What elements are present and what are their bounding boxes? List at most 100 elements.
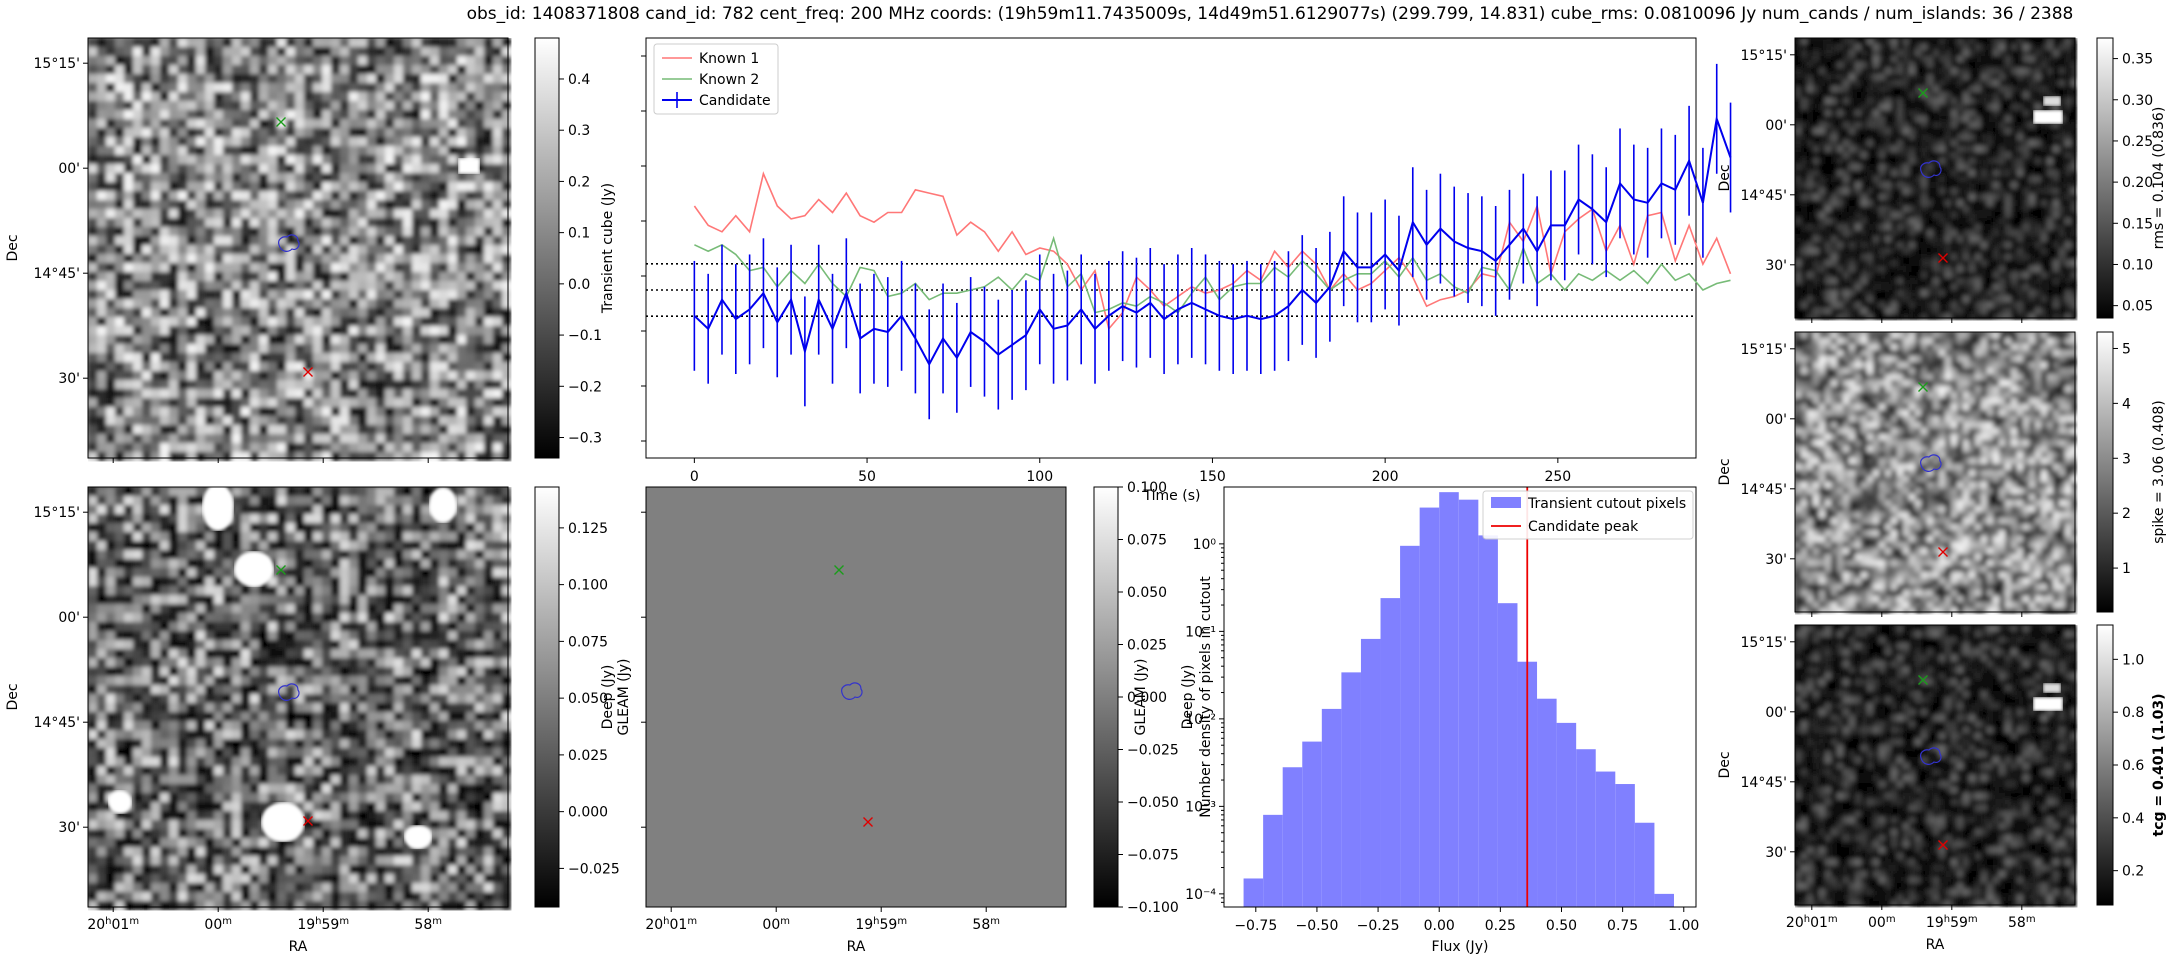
image-pixel: [1915, 284, 1922, 291]
image-pixel: [322, 119, 332, 129]
image-pixel: [340, 110, 350, 120]
image-pixel: [1825, 134, 1832, 141]
image-pixel: [313, 92, 323, 102]
image-pixel: [448, 92, 458, 102]
image-pixel: [358, 227, 368, 237]
image-pixel: [277, 416, 287, 426]
image-pixel: [1801, 44, 1808, 51]
image-pixel: [178, 65, 188, 75]
image-pixel: [2071, 290, 2078, 297]
image-pixel: [502, 137, 512, 147]
image-pixel: [1945, 68, 1952, 75]
image-pixel: [250, 443, 260, 453]
image-pixel: [1801, 530, 1808, 537]
image-pixel: [313, 200, 323, 210]
image-pixel: [2053, 86, 2060, 93]
image-pixel: [268, 119, 278, 129]
image-pixel: [2071, 314, 2078, 321]
image-pixel: [2071, 206, 2078, 213]
image-pixel: [1867, 218, 1874, 225]
image-pixel: [1891, 254, 1898, 261]
legend-label: Known 1: [699, 51, 759, 67]
image-pixel: [412, 389, 422, 399]
image-pixel: [358, 416, 368, 426]
image-pixel: [1807, 416, 1814, 423]
image-pixel: [412, 317, 422, 327]
image-pixel: [2041, 152, 2048, 159]
image-pixel: [1831, 302, 1838, 309]
image-pixel: [2059, 182, 2066, 189]
image-pixel: [1963, 164, 1970, 171]
image-pixel: [403, 263, 413, 273]
image-pixel: [403, 182, 413, 192]
image-pixel: [88, 353, 98, 363]
image-pixel: [178, 362, 188, 372]
image-pixel: [295, 173, 305, 183]
image-pixel: [142, 92, 152, 102]
image-pixel: [295, 398, 305, 408]
image-pixel: [2029, 134, 2036, 141]
image-pixel: [214, 245, 224, 255]
image-pixel: [2071, 164, 2078, 171]
image-pixel: [1819, 170, 1826, 177]
image-pixel: [1975, 38, 1982, 45]
image-pixel: [1807, 602, 1814, 609]
image-pixel: [1801, 368, 1808, 375]
image-pixel: [313, 362, 323, 372]
image-pixel: [295, 254, 305, 264]
image-pixel: [2059, 50, 2066, 57]
image-pixel: [106, 425, 116, 435]
image-pixel: [160, 452, 170, 462]
image-pixel: [358, 371, 368, 381]
image-pixel: [232, 92, 242, 102]
image-pixel: [1807, 428, 1814, 435]
image-pixel: [2059, 200, 2066, 207]
image-pixel: [466, 137, 476, 147]
image-pixel: [88, 209, 98, 219]
transient-cube-axes: [87, 37, 509, 459]
image-pixel: [376, 155, 386, 165]
image-pixel: [403, 407, 413, 417]
image-pixel: [403, 281, 413, 291]
image-pixel: [1915, 98, 1922, 105]
image-pixel: [1873, 188, 1880, 195]
image-pixel: [1963, 266, 1970, 273]
image-pixel: [340, 47, 350, 57]
image-pixel: [1945, 104, 1952, 111]
image-pixel: [475, 83, 485, 93]
image-pixel: [367, 74, 377, 84]
image-pixel: [1999, 230, 2006, 237]
legend-label: Candidate: [699, 93, 771, 109]
image-pixel: [1855, 248, 1862, 255]
image-pixel: [1885, 218, 1892, 225]
image-pixel: [259, 371, 269, 381]
image-pixel: [304, 155, 314, 165]
image-pixel: [1897, 290, 1904, 297]
image-pixel: [466, 191, 476, 201]
image-pixel: [484, 164, 494, 174]
image-pixel: [385, 380, 395, 390]
image-pixel: [1837, 80, 1844, 87]
image-pixel: [142, 137, 152, 147]
image-pixel: [286, 263, 296, 273]
image-pixel: [1819, 194, 1826, 201]
image-pixel: [367, 119, 377, 129]
image-pixel: [1921, 50, 1928, 57]
image-pixel: [1861, 62, 1868, 69]
image-pixel: [1831, 146, 1838, 153]
image-pixel: [1975, 44, 1982, 51]
image-pixel: [1813, 422, 1820, 429]
image-pixel: [268, 101, 278, 111]
image-pixel: [88, 344, 98, 354]
image-pixel: [196, 128, 206, 138]
image-pixel: [313, 380, 323, 390]
image-pixel: [385, 290, 395, 300]
image-pixel: [223, 155, 233, 165]
image-pixel: [1855, 128, 1862, 135]
image-pixel: [466, 56, 476, 66]
image-pixel: [448, 281, 458, 291]
image-pixel: [322, 209, 332, 219]
image-pixel: [151, 389, 161, 399]
image-pixel: [1819, 566, 1826, 573]
image-pixel: [1867, 260, 1874, 267]
